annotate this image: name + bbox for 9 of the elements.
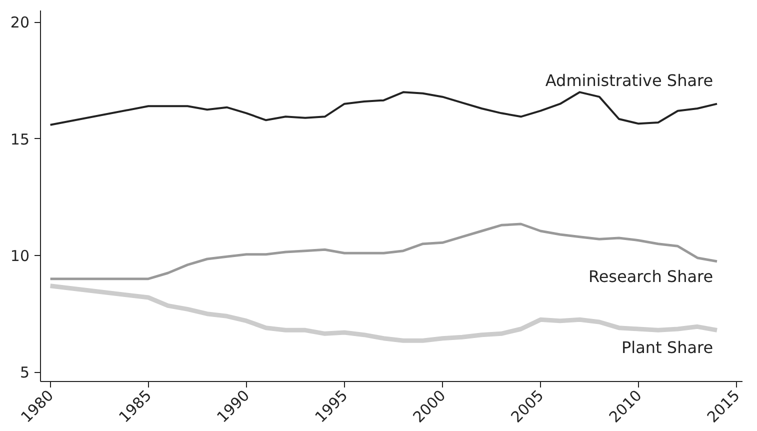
line-series <box>49 222 718 280</box>
series-label: Research Share <box>588 267 714 286</box>
series-label: Administrative Share <box>545 71 714 90</box>
y-tick-label: 5 <box>20 364 30 382</box>
series-label: Plant Share <box>622 338 714 358</box>
y-tick-label: 20 <box>10 14 30 32</box>
y-tick-label: 10 <box>10 247 30 265</box>
y-tick-label: 15 <box>10 130 30 148</box>
line-series <box>49 91 718 126</box>
